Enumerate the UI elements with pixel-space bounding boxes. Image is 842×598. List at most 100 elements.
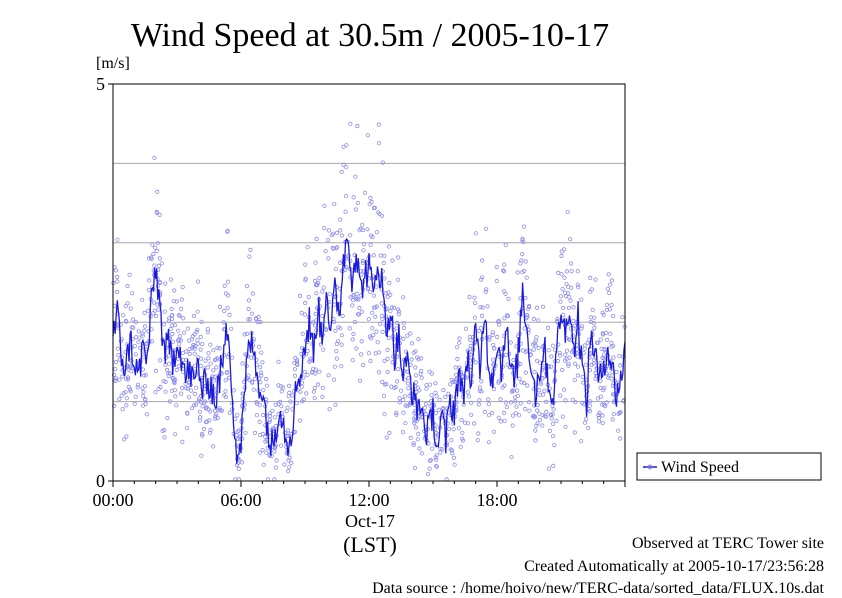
- sample-point: [192, 351, 197, 356]
- sample-point: [536, 318, 541, 323]
- sample-point: [395, 277, 400, 282]
- sample-point: [187, 346, 192, 352]
- sample-point: [377, 211, 382, 217]
- sample-point: [479, 258, 485, 263]
- sample-point: [519, 258, 524, 263]
- sample-point: [515, 393, 521, 398]
- sample-point: [402, 377, 408, 382]
- sample-point: [263, 439, 268, 444]
- sample-point: [455, 356, 460, 362]
- sample-point: [370, 326, 375, 331]
- sample-point: [308, 356, 313, 361]
- sample-point: [395, 307, 401, 312]
- sample-point: [575, 269, 580, 274]
- sample-point: [167, 353, 172, 358]
- sample-point: [279, 389, 284, 394]
- sample-point: [386, 244, 392, 249]
- sample-point: [374, 329, 379, 334]
- sample-point: [287, 465, 292, 470]
- sample-point: [600, 402, 605, 407]
- sample-point: [620, 315, 625, 320]
- sample-point: [562, 290, 568, 295]
- sample-point: [211, 444, 216, 449]
- sample-point: [405, 381, 411, 386]
- sample-point: [333, 267, 338, 272]
- sample-point: [143, 372, 148, 377]
- sample-point: [321, 285, 326, 290]
- sample-point: [151, 311, 156, 316]
- sample-point: [290, 393, 295, 398]
- sample-point: [264, 376, 269, 382]
- sample-point: [140, 331, 145, 336]
- sample-point: [397, 396, 402, 401]
- sample-point: [298, 418, 303, 423]
- sample-point: [113, 378, 118, 383]
- sample-point: [457, 340, 462, 345]
- sample-point: [205, 326, 210, 332]
- sample-point: [396, 366, 401, 372]
- sample-point: [433, 381, 438, 386]
- sample-point: [554, 418, 559, 423]
- sample-point: [147, 287, 152, 293]
- sample-point: [323, 249, 328, 254]
- sample-point: [500, 268, 506, 273]
- sample-point: [292, 373, 298, 378]
- sample-point: [326, 256, 331, 261]
- sample-point: [166, 371, 171, 376]
- sample-point: [329, 233, 334, 238]
- sample-point: [236, 466, 241, 471]
- sample-point: [120, 406, 125, 412]
- sample-point: [367, 334, 372, 339]
- sample-point: [117, 397, 122, 402]
- sample-point: [124, 434, 129, 439]
- sample-point: [195, 279, 201, 284]
- sample-point: [314, 291, 319, 296]
- sample-point: [223, 291, 228, 296]
- sample-point: [279, 404, 284, 409]
- sample-point: [563, 398, 568, 403]
- sample-point: [412, 419, 417, 424]
- sample-point: [542, 388, 547, 393]
- sample-point: [583, 362, 588, 367]
- sample-point: [597, 419, 602, 424]
- sample-point: [334, 230, 340, 235]
- sample-point: [450, 379, 456, 384]
- sample-point: [150, 242, 155, 247]
- sample-point: [212, 408, 218, 413]
- sample-point: [557, 353, 563, 358]
- sample-point: [391, 328, 396, 333]
- sample-point: [408, 435, 413, 440]
- sample-point: [273, 465, 278, 470]
- sample-point: [533, 438, 538, 443]
- sample-point: [142, 310, 147, 315]
- sample-point: [336, 325, 341, 330]
- sample-point: [570, 397, 576, 402]
- sample-point: [310, 320, 316, 325]
- sample-point: [487, 335, 492, 340]
- sample-point: [411, 443, 416, 448]
- sample-point: [559, 272, 564, 277]
- sample-point: [299, 310, 304, 316]
- sample-point: [370, 310, 375, 315]
- sample-point: [502, 262, 507, 267]
- sample-point: [540, 423, 545, 428]
- sample-point: [386, 290, 391, 295]
- sample-point: [569, 350, 575, 355]
- sample-point: [338, 326, 343, 331]
- sample-point: [467, 334, 472, 339]
- sample-point: [478, 325, 483, 331]
- sample-point: [154, 248, 159, 254]
- sample-point: [260, 447, 265, 453]
- sample-point: [548, 412, 553, 417]
- sample-point: [350, 303, 355, 308]
- sample-point: [348, 275, 353, 280]
- sample-point: [317, 369, 322, 374]
- sample-point: [540, 412, 545, 418]
- sample-point: [360, 222, 365, 227]
- sample-point: [535, 421, 540, 426]
- sample-point: [460, 430, 465, 435]
- sample-point: [556, 270, 561, 275]
- sample-point: [496, 318, 501, 323]
- sample-point: [200, 404, 205, 409]
- sample-point: [396, 255, 401, 260]
